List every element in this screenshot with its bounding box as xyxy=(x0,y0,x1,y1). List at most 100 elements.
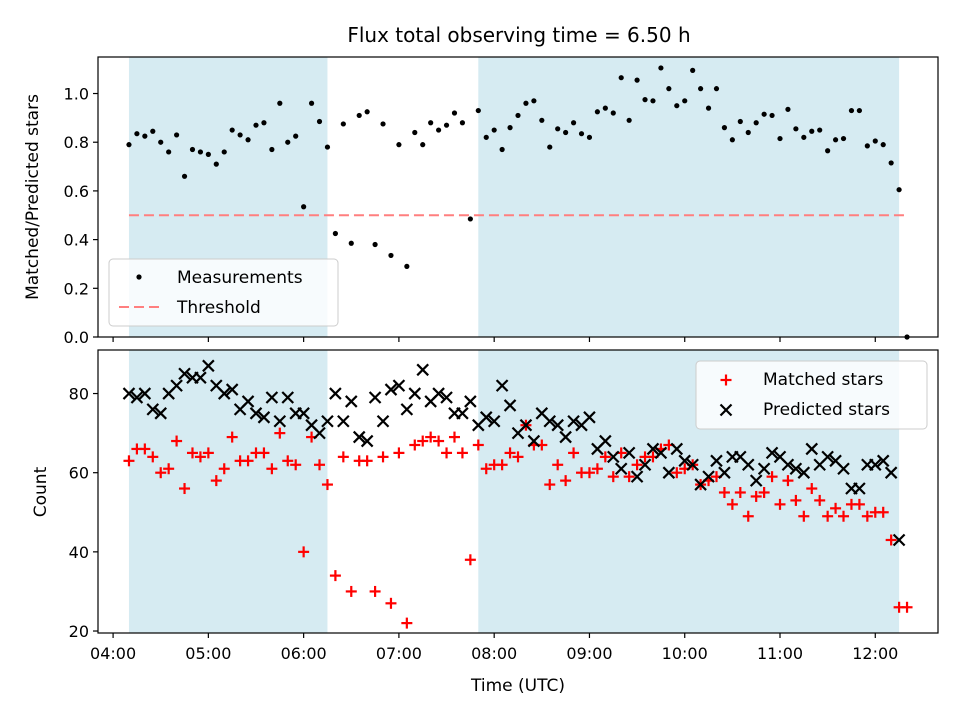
x-tick-label: 06:00 xyxy=(281,644,327,663)
matched-star-point xyxy=(314,459,326,471)
matched-star-point xyxy=(329,570,341,582)
matched-star-point xyxy=(242,455,254,467)
measurement-point xyxy=(634,77,640,83)
measurement-point xyxy=(134,131,140,137)
measurement-point xyxy=(475,107,481,114)
matched-star-point xyxy=(607,471,619,483)
legend-predicted-marker xyxy=(719,403,733,417)
measurement-point xyxy=(126,142,132,148)
predicted-star-point xyxy=(710,454,723,468)
predicted-star-point xyxy=(702,470,715,483)
x-tick-label: 11:00 xyxy=(757,644,803,663)
matched-star-point xyxy=(290,459,302,471)
measurement-point xyxy=(451,110,458,116)
matched-star-point xyxy=(417,435,429,447)
top-y-tick-label: 0.4 xyxy=(64,231,89,250)
measurement-point xyxy=(539,117,545,123)
matched-star-point xyxy=(798,510,810,522)
measurement-point xyxy=(682,98,688,104)
predicted-star-point xyxy=(805,442,819,456)
measurement-point xyxy=(277,100,283,106)
top-y-tick-label: 0.6 xyxy=(64,182,89,201)
top-axes-frame xyxy=(97,56,939,338)
matched-star-point xyxy=(377,451,389,463)
top-y-axis-label: Matched/Predicted stars xyxy=(23,94,43,300)
predicted-star-point xyxy=(654,446,668,460)
predicted-star-point xyxy=(781,458,795,472)
matched-star-point xyxy=(806,483,818,495)
predicted-star-point xyxy=(344,395,358,408)
predicted-star-point xyxy=(217,387,231,400)
measurement-point xyxy=(793,126,799,132)
predicted-star-point xyxy=(487,414,501,428)
measurement-point xyxy=(293,133,299,139)
predicted-star-point xyxy=(146,403,160,416)
predicted-star-point xyxy=(416,363,430,377)
measurement-point xyxy=(301,204,307,210)
predicted-star-point xyxy=(638,458,652,472)
measurement-point xyxy=(205,151,211,157)
measurement-point xyxy=(404,263,410,269)
measurement-point xyxy=(785,106,791,112)
matched-star-point xyxy=(568,447,580,459)
predicted-star-point xyxy=(503,399,517,412)
predicted-star-point xyxy=(583,411,596,424)
predicted-star-point xyxy=(670,442,684,456)
measurement-point xyxy=(491,127,497,133)
matched-star-point xyxy=(147,451,159,463)
measurement-point xyxy=(253,122,259,128)
predicted-star-point xyxy=(479,411,493,424)
measurement-point xyxy=(221,149,227,155)
matched-star-point xyxy=(226,431,238,443)
matched-star-point xyxy=(901,601,913,613)
predicted-star-point xyxy=(456,407,469,420)
predicted-star-point xyxy=(432,387,445,400)
legend-matched-marker xyxy=(720,374,732,386)
measurement-points xyxy=(126,65,910,340)
matched-star-point xyxy=(155,467,167,479)
matched-star-point xyxy=(401,617,413,629)
measurement-point xyxy=(578,131,585,137)
measurement-point xyxy=(570,120,577,126)
predicted-star-point xyxy=(138,387,152,400)
matched-star-point xyxy=(512,451,524,463)
predicted-star-point xyxy=(376,414,390,428)
predicted-star-point xyxy=(170,379,183,392)
predicted-star-point xyxy=(749,474,763,487)
measurement-point xyxy=(269,146,275,153)
measurement-point xyxy=(388,252,394,259)
matched-star-point xyxy=(599,451,611,463)
measurement-point xyxy=(610,110,616,116)
matched-star-points xyxy=(123,419,913,629)
top-y-ticks: 0.0 0.2 0.4 0.6 0.8 1.0 xyxy=(64,85,98,347)
bottom-y-tick-label: 60 xyxy=(69,464,89,483)
predicted-star-point xyxy=(392,379,406,392)
predicted-star-point xyxy=(741,458,755,472)
matched-star-point xyxy=(726,498,738,510)
matched-star-point xyxy=(877,506,889,518)
matched-star-point xyxy=(552,459,564,471)
predicted-star-point xyxy=(122,387,136,400)
predicted-star-point xyxy=(313,426,326,440)
measurement-point xyxy=(515,112,521,119)
predicted-star-point xyxy=(869,458,882,472)
matched-star-point xyxy=(504,447,516,459)
measurement-point xyxy=(602,105,608,111)
x-tick-label: 05:00 xyxy=(185,644,231,663)
measurement-point xyxy=(832,137,839,143)
top-y-tick-label: 0.0 xyxy=(64,328,89,347)
predicted-star-points xyxy=(122,359,906,547)
measurement-point xyxy=(594,109,600,115)
predicted-star-point xyxy=(606,450,620,464)
predicted-star-point xyxy=(352,430,366,444)
matched-star-point xyxy=(774,498,786,510)
matched-star-point xyxy=(830,502,842,514)
predicted-star-point xyxy=(622,446,636,460)
matched-star-point xyxy=(123,455,135,467)
predicted-star-point xyxy=(853,482,866,495)
measurement-point xyxy=(316,118,323,125)
legend-measurements-marker xyxy=(136,274,142,280)
x-tick-label: 07:00 xyxy=(376,644,422,663)
matched-star-point xyxy=(448,431,460,443)
